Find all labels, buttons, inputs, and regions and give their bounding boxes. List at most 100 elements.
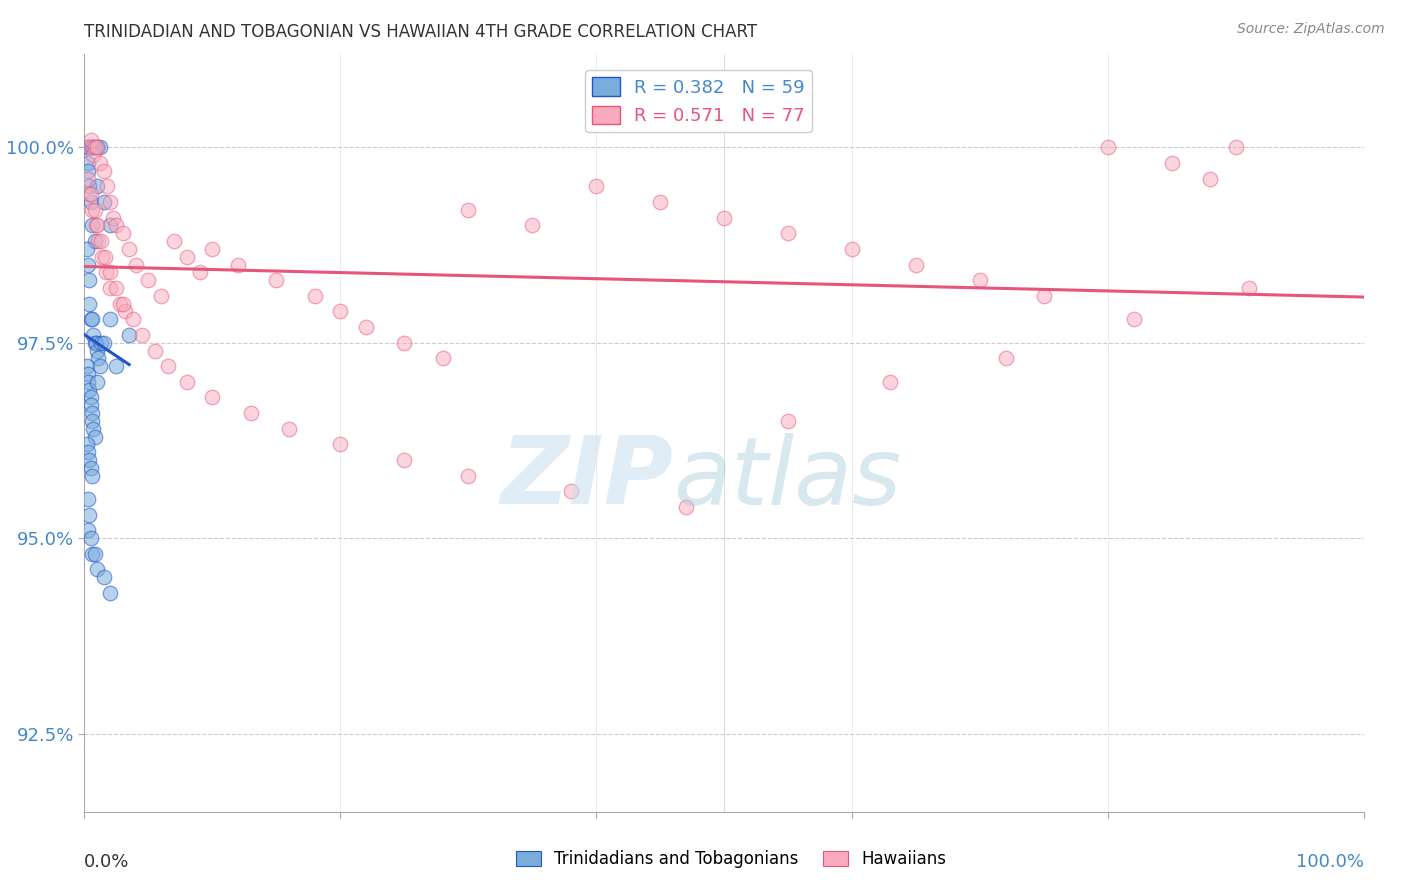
Point <box>79 273 101 287</box>
Point <box>122 312 145 326</box>
Point <box>80 140 103 154</box>
Point <box>394 335 416 350</box>
Point <box>98 194 121 209</box>
Point <box>83 140 105 154</box>
Point <box>1225 140 1247 154</box>
Point <box>1097 140 1119 154</box>
Point <box>84 219 107 233</box>
Point <box>226 258 249 272</box>
Point <box>80 391 103 405</box>
Point <box>1199 171 1222 186</box>
Point <box>138 273 160 287</box>
Point <box>86 140 108 154</box>
Point <box>394 453 416 467</box>
Point <box>79 140 101 154</box>
Point <box>86 179 108 194</box>
Point <box>778 227 800 241</box>
Point <box>98 586 121 600</box>
Point <box>77 375 100 389</box>
Point <box>83 547 105 561</box>
Text: 100.0%: 100.0% <box>1296 854 1364 871</box>
Point <box>93 570 115 584</box>
Point <box>522 219 544 233</box>
Point <box>79 179 101 194</box>
Point <box>329 437 352 451</box>
Point <box>96 179 118 194</box>
Point <box>89 156 111 170</box>
Point <box>87 351 110 366</box>
Point <box>80 547 103 561</box>
Point <box>150 289 173 303</box>
Point <box>80 406 103 420</box>
Point <box>91 250 114 264</box>
Point <box>80 140 103 154</box>
Point <box>108 296 131 310</box>
Point <box>84 335 107 350</box>
Point <box>77 445 100 459</box>
Point <box>77 258 100 272</box>
Point <box>83 140 105 154</box>
Point <box>98 265 121 279</box>
Point <box>77 171 100 186</box>
Legend: R = 0.382   N = 59, R = 0.571   N = 77: R = 0.382 N = 59, R = 0.571 N = 77 <box>585 70 811 132</box>
Point <box>80 312 103 326</box>
Point <box>457 468 479 483</box>
Point <box>77 156 100 170</box>
Point <box>77 367 100 381</box>
Text: 0.0%: 0.0% <box>84 854 129 871</box>
Point <box>201 391 224 405</box>
Point <box>432 351 454 366</box>
Point <box>83 335 105 350</box>
Point <box>131 327 153 342</box>
Point <box>143 343 166 358</box>
Point <box>86 562 108 576</box>
Point <box>80 468 103 483</box>
Point <box>86 343 108 358</box>
Point <box>264 273 288 287</box>
Point <box>101 211 124 225</box>
Point <box>879 375 901 389</box>
Point <box>105 359 128 374</box>
Point <box>76 140 98 154</box>
Point <box>111 296 134 310</box>
Point <box>124 258 146 272</box>
Point <box>778 414 800 428</box>
Point <box>86 140 108 154</box>
Point <box>163 234 186 248</box>
Point <box>650 194 672 209</box>
Point <box>77 491 100 506</box>
Point <box>89 140 111 154</box>
Point <box>1161 156 1184 170</box>
Point <box>80 398 103 412</box>
Legend: Trinidadians and Tobagonians, Hawaiians: Trinidadians and Tobagonians, Hawaiians <box>509 844 953 875</box>
Point <box>86 219 108 233</box>
Point <box>80 202 103 217</box>
Point <box>118 242 141 256</box>
Point <box>94 265 117 279</box>
Point <box>201 242 224 256</box>
Point <box>105 281 128 295</box>
Point <box>86 375 108 389</box>
Point <box>114 304 136 318</box>
Point <box>93 163 115 178</box>
Point <box>94 250 117 264</box>
Point <box>585 179 607 194</box>
Point <box>98 219 121 233</box>
Point <box>905 258 928 272</box>
Point <box>118 327 141 342</box>
Point <box>79 187 101 202</box>
Text: Source: ZipAtlas.com: Source: ZipAtlas.com <box>1237 22 1385 37</box>
Point <box>80 414 103 428</box>
Point <box>98 281 121 295</box>
Point <box>105 219 128 233</box>
Point <box>93 335 115 350</box>
Point <box>76 437 98 451</box>
Point <box>994 351 1017 366</box>
Point <box>176 375 198 389</box>
Point <box>82 422 104 436</box>
Point <box>304 289 326 303</box>
Point <box>82 148 104 162</box>
Point <box>1032 289 1054 303</box>
Point <box>82 140 104 154</box>
Point <box>77 163 100 178</box>
